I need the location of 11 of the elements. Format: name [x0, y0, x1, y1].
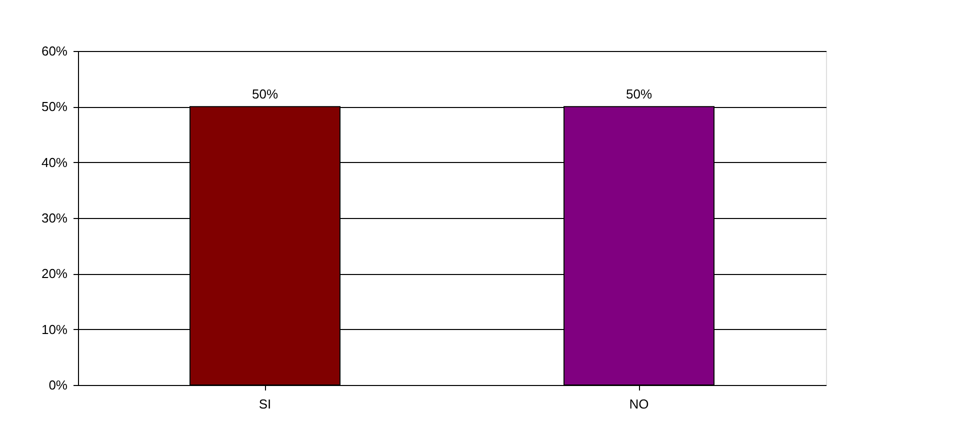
x-tick-label: NO [629, 396, 649, 412]
y-tick-label: 30% [41, 210, 68, 226]
y-tick-label: 60% [41, 44, 68, 58]
data-label: 50% [626, 86, 652, 102]
y-tick-label: 10% [41, 322, 68, 337]
y-tick-label: 0% [48, 378, 68, 392]
y-tick-label: 50% [41, 99, 68, 114]
y-tick-label: 40% [41, 154, 68, 170]
data-label: 50% [252, 86, 278, 102]
x-tick-label: SI [258, 396, 272, 412]
y-tick-label: 20% [41, 266, 68, 282]
